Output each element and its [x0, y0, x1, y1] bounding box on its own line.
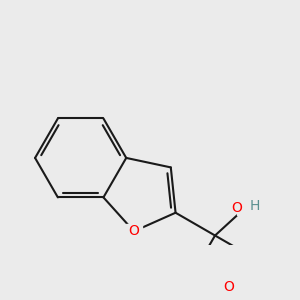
Bar — [126, 224, 142, 239]
Text: O: O — [223, 280, 234, 294]
Bar — [237, 200, 253, 215]
Text: O: O — [128, 224, 140, 238]
Text: O: O — [231, 201, 242, 215]
Bar — [221, 279, 237, 294]
Text: H: H — [249, 199, 260, 213]
